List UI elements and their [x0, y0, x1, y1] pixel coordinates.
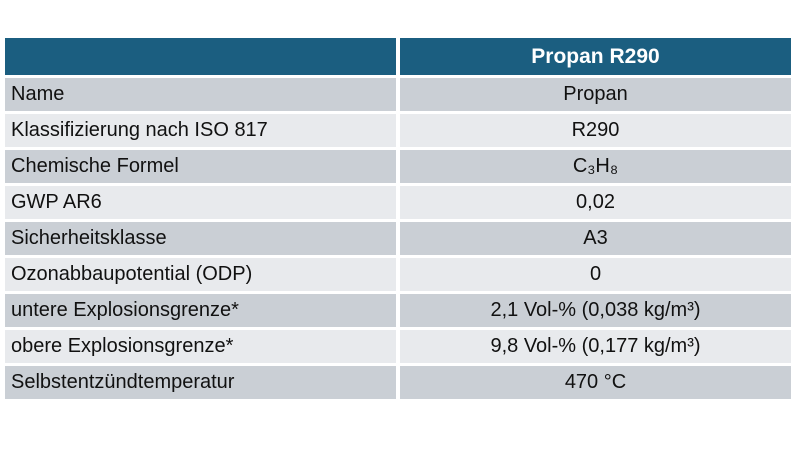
property-value-cell: C₃H₈	[400, 150, 791, 183]
table-header-empty-cell	[5, 38, 396, 75]
property-label-cell: Name	[5, 78, 396, 111]
property-value-cell: 9,8 Vol-% (0,177 kg/m³)	[400, 330, 791, 363]
property-label-cell: Sicherheitsklasse	[5, 222, 396, 255]
property-value-cell: R290	[400, 114, 791, 147]
property-value-cell: 0,02	[400, 186, 791, 219]
table-row: obere Explosionsgrenze* 9,8 Vol-% (0,177…	[5, 330, 791, 363]
property-value-cell: 2,1 Vol-% (0,038 kg/m³)	[400, 294, 791, 327]
property-label-cell: untere Explosionsgrenze*	[5, 294, 396, 327]
property-label-cell: Ozonabbaupotential (ODP)	[5, 258, 396, 291]
refrigerant-properties-table: Propan R290 Name Propan Klassifizierung …	[1, 35, 795, 402]
property-value-cell: 0	[400, 258, 791, 291]
property-label-cell: Selbstentzündtemperatur	[5, 366, 396, 399]
table-row: Selbstentzündtemperatur 470 °C	[5, 366, 791, 399]
property-label-cell: Chemische Formel	[5, 150, 396, 183]
property-value-cell: Propan	[400, 78, 791, 111]
property-value-cell: A3	[400, 222, 791, 255]
table-row: Sicherheitsklasse A3	[5, 222, 791, 255]
property-label-cell: obere Explosionsgrenze*	[5, 330, 396, 363]
property-label-cell: GWP AR6	[5, 186, 396, 219]
table-row: Name Propan	[5, 78, 791, 111]
table-row: Klassifizierung nach ISO 817 R290	[5, 114, 791, 147]
table-row: untere Explosionsgrenze* 2,1 Vol-% (0,03…	[5, 294, 791, 327]
table-row: Chemische Formel C₃H₈	[5, 150, 791, 183]
table-header-refrigerant: Propan R290	[400, 38, 791, 75]
table-row: GWP AR6 0,02	[5, 186, 791, 219]
property-value-cell: 470 °C	[400, 366, 791, 399]
table-row: Ozonabbaupotential (ODP) 0	[5, 258, 791, 291]
table-header-row: Propan R290	[5, 38, 791, 75]
property-label-cell: Klassifizierung nach ISO 817	[5, 114, 396, 147]
